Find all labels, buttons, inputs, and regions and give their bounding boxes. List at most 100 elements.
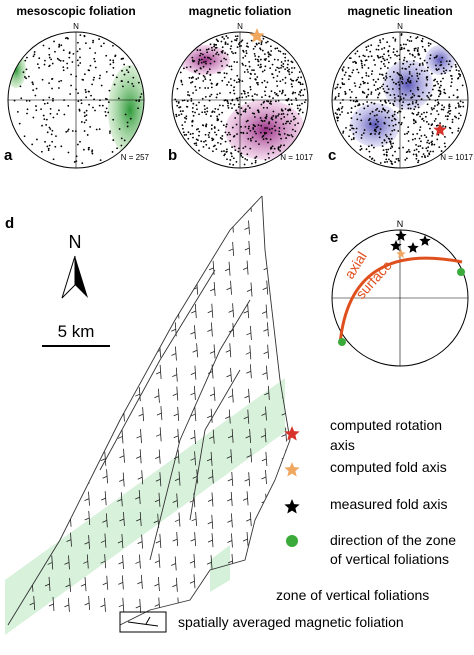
point xyxy=(122,85,124,88)
point xyxy=(276,66,279,69)
point xyxy=(386,85,389,88)
foliation-symbol xyxy=(117,533,124,549)
foliation-symbol xyxy=(30,408,36,423)
point xyxy=(407,149,410,151)
point xyxy=(407,78,409,81)
point xyxy=(401,82,404,85)
point xyxy=(233,92,236,95)
point xyxy=(384,134,387,136)
point xyxy=(280,64,283,67)
point xyxy=(407,107,410,110)
point xyxy=(109,130,111,133)
foliation-symbol xyxy=(101,199,107,214)
point xyxy=(266,81,269,84)
point xyxy=(433,120,436,122)
point xyxy=(127,71,130,74)
foliation-symbol xyxy=(228,323,235,338)
point xyxy=(384,79,387,81)
point xyxy=(254,157,257,159)
foliation-symbol xyxy=(9,448,15,464)
point xyxy=(209,43,212,46)
foliation-symbol xyxy=(154,553,161,568)
point xyxy=(213,111,216,113)
point xyxy=(437,101,440,104)
point xyxy=(298,93,300,96)
point xyxy=(275,121,277,124)
point xyxy=(421,37,424,40)
point xyxy=(357,104,359,107)
point xyxy=(283,116,286,118)
point xyxy=(299,94,302,97)
point xyxy=(417,145,420,148)
foliation-symbol xyxy=(45,324,51,339)
point xyxy=(378,92,381,95)
point xyxy=(386,91,389,94)
point xyxy=(201,124,204,127)
point xyxy=(220,120,223,123)
foliation-symbol xyxy=(226,197,233,212)
point xyxy=(367,75,370,78)
point xyxy=(405,43,407,46)
point xyxy=(263,80,266,82)
foliation-symbol xyxy=(138,407,145,422)
foliation-symbol xyxy=(262,365,268,380)
point xyxy=(427,66,429,69)
point xyxy=(204,60,207,63)
point xyxy=(401,107,404,110)
point xyxy=(349,99,352,102)
foliation-symbol xyxy=(190,198,197,213)
point xyxy=(284,53,287,55)
foliation-symbol xyxy=(45,430,51,445)
point xyxy=(246,159,249,161)
point xyxy=(270,132,273,134)
point xyxy=(38,57,41,60)
point xyxy=(263,100,266,103)
point xyxy=(203,56,206,59)
point xyxy=(198,113,200,116)
point xyxy=(211,137,213,140)
point xyxy=(214,46,217,49)
point xyxy=(105,114,107,117)
point xyxy=(236,37,238,40)
point xyxy=(344,90,346,93)
point xyxy=(176,87,179,90)
foliation-symbol xyxy=(12,282,18,297)
point xyxy=(226,100,229,103)
point xyxy=(26,108,29,111)
point xyxy=(383,59,386,62)
point xyxy=(265,41,268,44)
point xyxy=(183,67,185,70)
point xyxy=(127,81,130,83)
point xyxy=(116,147,118,150)
point xyxy=(399,48,402,51)
point xyxy=(283,144,285,147)
point xyxy=(457,117,460,120)
point xyxy=(62,66,65,69)
point xyxy=(385,101,387,104)
point xyxy=(213,60,216,63)
point xyxy=(201,53,204,56)
point xyxy=(266,127,269,129)
point xyxy=(236,133,238,135)
foliation-symbol xyxy=(245,428,251,444)
point xyxy=(255,140,257,143)
point xyxy=(26,56,28,59)
point xyxy=(438,86,441,89)
point xyxy=(406,132,409,135)
point xyxy=(248,65,251,68)
point xyxy=(13,99,16,102)
point xyxy=(44,140,46,143)
point xyxy=(223,76,226,79)
point xyxy=(392,48,395,50)
point xyxy=(387,49,390,52)
point xyxy=(391,163,394,165)
point xyxy=(190,100,193,102)
point xyxy=(221,79,224,82)
star xyxy=(390,240,402,251)
point xyxy=(36,138,38,141)
foliation-symbol xyxy=(224,261,231,276)
point xyxy=(191,119,194,122)
point xyxy=(35,87,38,90)
point xyxy=(76,59,79,62)
point xyxy=(284,108,287,110)
